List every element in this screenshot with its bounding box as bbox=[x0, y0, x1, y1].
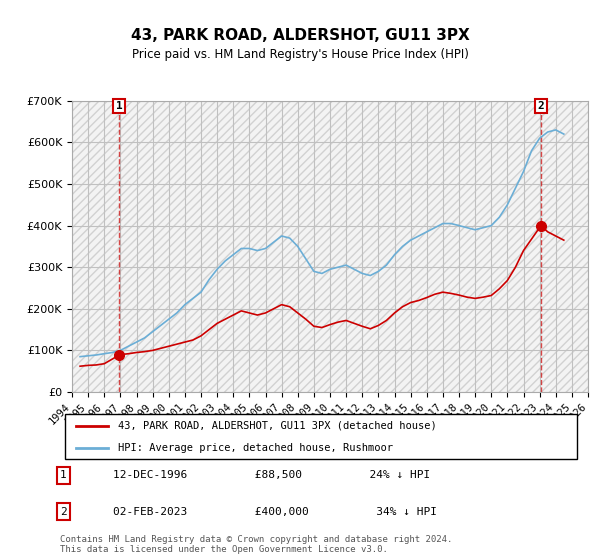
Text: 1: 1 bbox=[116, 101, 122, 111]
Text: 43, PARK ROAD, ALDERSHOT, GU11 3PX (detached house): 43, PARK ROAD, ALDERSHOT, GU11 3PX (deta… bbox=[118, 421, 437, 431]
Text: Contains HM Land Registry data © Crown copyright and database right 2024.
This d: Contains HM Land Registry data © Crown c… bbox=[60, 535, 452, 554]
Text: Price paid vs. HM Land Registry's House Price Index (HPI): Price paid vs. HM Land Registry's House … bbox=[131, 48, 469, 60]
Text: 43, PARK ROAD, ALDERSHOT, GU11 3PX: 43, PARK ROAD, ALDERSHOT, GU11 3PX bbox=[131, 28, 469, 43]
FancyBboxPatch shape bbox=[65, 414, 577, 459]
Text: 02-FEB-2023          £400,000          34% ↓ HPI: 02-FEB-2023 £400,000 34% ↓ HPI bbox=[113, 507, 437, 517]
Text: 2: 2 bbox=[538, 101, 544, 111]
Text: 12-DEC-1996          £88,500          24% ↓ HPI: 12-DEC-1996 £88,500 24% ↓ HPI bbox=[113, 470, 430, 480]
Bar bbox=[72, 101, 588, 392]
Text: HPI: Average price, detached house, Rushmoor: HPI: Average price, detached house, Rush… bbox=[118, 443, 393, 453]
Text: 2: 2 bbox=[60, 507, 67, 517]
Text: 1: 1 bbox=[60, 470, 67, 480]
